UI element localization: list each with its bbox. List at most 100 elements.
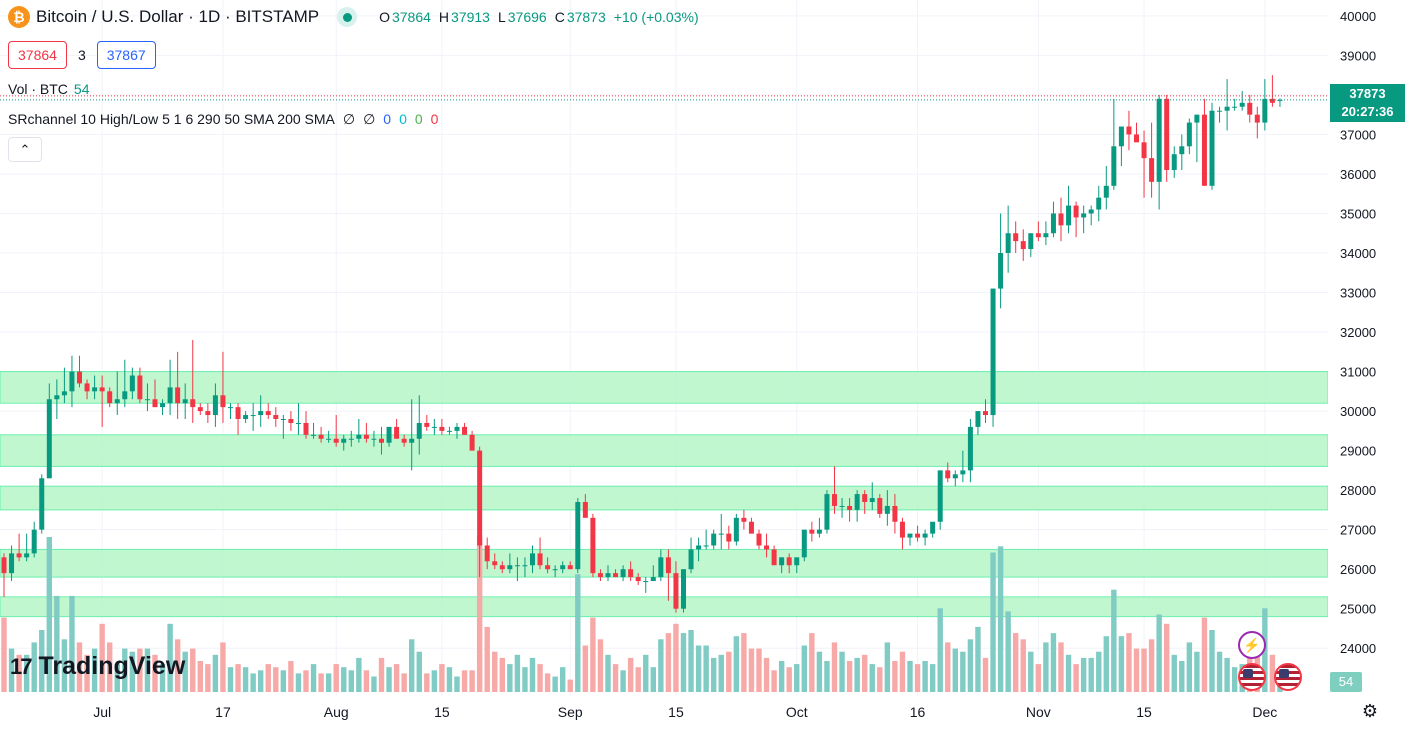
candle-body <box>122 391 128 400</box>
volume-bar <box>461 670 468 692</box>
volume-legend[interactable]: Vol · BTC 54 <box>8 81 89 97</box>
time-tick-label: Dec <box>1252 704 1277 720</box>
volume-bar <box>39 630 45 692</box>
candle-body <box>454 426 460 431</box>
tradingview-mark-icon: 17 <box>10 653 33 679</box>
price-tick-label: 26000 <box>1340 562 1376 577</box>
volume-bar <box>1194 651 1200 692</box>
candle-body <box>726 533 732 542</box>
bid-ask: 37864 3 37867 <box>8 41 156 69</box>
candle-body <box>446 430 452 432</box>
candle-body <box>137 375 143 400</box>
time-tick-label: 16 <box>910 704 926 720</box>
volume-bar <box>107 642 113 692</box>
candle-body <box>205 411 211 416</box>
volume-bar <box>1164 623 1170 692</box>
candle-body <box>983 411 988 416</box>
candle-body <box>175 387 181 404</box>
candle-body <box>1073 205 1079 218</box>
candle-body <box>1209 110 1215 186</box>
volume-bar <box>446 667 453 692</box>
candle-body <box>311 434 317 436</box>
gear-icon[interactable]: ⚙ <box>1361 700 1379 721</box>
candle-body <box>1118 126 1124 147</box>
price-tick-label: 31000 <box>1340 365 1376 380</box>
candle-body <box>514 565 520 567</box>
volume-bar <box>945 642 951 692</box>
time-tick-label: Aug <box>324 704 349 720</box>
candle-body <box>703 545 709 547</box>
us-flag-event-icon[interactable] <box>1238 663 1266 691</box>
volume-axis-label: 54 <box>1330 672 1362 692</box>
candle-body <box>1141 142 1147 159</box>
chevron-up-icon: ⌃ <box>19 141 31 157</box>
candle-body <box>1156 98 1162 182</box>
volume-bar <box>409 639 415 692</box>
candle-body <box>288 419 294 423</box>
us-flag-event-icon[interactable] <box>1274 663 1302 691</box>
collapse-legend-button[interactable]: ⌃ <box>8 137 42 162</box>
volume-bar <box>703 645 709 692</box>
candle-body <box>794 557 800 566</box>
candle-body <box>499 565 505 570</box>
candle-body <box>1254 114 1260 123</box>
close-value: 37873 <box>566 9 606 25</box>
volume-bar <box>537 664 543 692</box>
candle-body <box>597 573 603 578</box>
volume-bar <box>560 667 566 692</box>
bolt-icon[interactable]: ⚡ <box>1238 631 1266 659</box>
tradingview-logo[interactable]: 17 TradingView <box>10 652 185 681</box>
srchannel-legend[interactable]: SRchannel 10 High/Low 5 1 6 290 50 SMA 2… <box>8 111 438 128</box>
candle-body <box>1126 126 1132 135</box>
volume-bar <box>514 654 521 692</box>
volume-bar <box>612 664 619 692</box>
candle-body <box>643 581 649 583</box>
volume-bar <box>1231 667 1238 692</box>
srchannel-value-5: 0 <box>414 111 423 127</box>
sr-zone <box>0 371 1329 404</box>
volume-bar <box>590 617 596 692</box>
symbol-legend[interactable]: ₿ Bitcoin / U.S. Dollar · 1D · BITSTAMP … <box>8 6 705 28</box>
candle-body <box>786 557 792 566</box>
candle-body <box>409 438 415 443</box>
volume-bar <box>635 667 641 692</box>
volume-bar <box>922 661 928 692</box>
volume-bar <box>748 648 755 692</box>
buy-button[interactable]: 37867 <box>96 41 156 69</box>
candle-body <box>190 399 196 408</box>
symbol-title[interactable]: Bitcoin / U.S. Dollar · 1D · BITSTAMP <box>36 7 320 26</box>
volume-bar <box>899 651 906 692</box>
candle-body <box>507 565 513 570</box>
srchannel-value-4: 0 <box>399 111 407 127</box>
candle-body <box>748 521 754 534</box>
price-tick-label: 25000 <box>1340 602 1376 617</box>
volume-bar <box>273 667 279 692</box>
candle-body <box>756 533 762 546</box>
low-value: 37696 <box>507 9 547 25</box>
tradingview-wordmark: TradingView <box>38 652 186 680</box>
volume-bar <box>627 657 634 692</box>
candle-body <box>590 517 596 574</box>
price-tick-label: 27000 <box>1340 523 1376 538</box>
sr-zone <box>0 485 1329 511</box>
candle-body <box>333 438 339 443</box>
candle-body <box>575 502 581 570</box>
volume-bar <box>665 633 672 692</box>
volume-bar <box>46 537 52 692</box>
sell-button[interactable]: 37864 <box>8 41 67 69</box>
volume-bar <box>831 642 838 692</box>
market-open-icon[interactable] <box>337 7 358 27</box>
candle-body <box>1194 114 1200 123</box>
candle-body <box>998 253 1004 289</box>
volume-bar <box>1088 657 1094 692</box>
volume-bar <box>348 670 354 692</box>
candle-body <box>899 521 905 538</box>
volume-bar <box>54 595 60 692</box>
volume-bar <box>23 654 30 692</box>
candle-body <box>832 494 837 506</box>
price-tick-label: 37000 <box>1340 127 1376 142</box>
candle-body <box>341 438 347 443</box>
price-tick-label: 40000 <box>1340 9 1376 24</box>
